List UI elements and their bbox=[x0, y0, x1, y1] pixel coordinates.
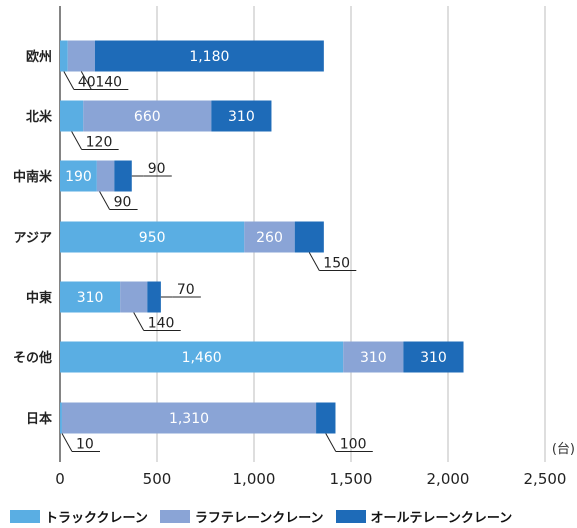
bar-segment bbox=[211, 100, 272, 132]
legend-label-all-terrain-crane: オールテレーンクレーン bbox=[370, 510, 513, 526]
data-label: 660 bbox=[134, 109, 161, 125]
bar-segment bbox=[60, 160, 97, 192]
data-label: 950 bbox=[139, 230, 166, 246]
bar-segment bbox=[403, 341, 464, 373]
data-label: 310 bbox=[420, 350, 447, 366]
data-label: 10 bbox=[76, 437, 94, 453]
bar-segment bbox=[343, 341, 404, 373]
callouts-layer bbox=[61, 71, 373, 452]
data-label: 70 bbox=[177, 282, 195, 298]
data-label: 40 bbox=[78, 75, 96, 91]
legend-label-truck-crane: トラッククレーン bbox=[45, 510, 148, 526]
data-label: 140 bbox=[95, 75, 122, 91]
bar-segment bbox=[114, 160, 132, 192]
legend-item-rough-terrain-crane: ラフテレーンクレーン bbox=[159, 507, 324, 526]
callout-leader bbox=[71, 131, 83, 150]
bar-segment bbox=[294, 221, 324, 253]
bar-segment bbox=[316, 402, 336, 434]
x-tick-label: 2,500 bbox=[524, 470, 567, 488]
category-label: 欧州 bbox=[26, 49, 52, 65]
category-label: アジア bbox=[14, 231, 52, 246]
legend-swatch-all-terrain-crane bbox=[335, 509, 366, 523]
bar-segment bbox=[60, 40, 68, 72]
bars-layer bbox=[60, 40, 464, 434]
data-label: 1,460 bbox=[182, 350, 222, 366]
callout-leader bbox=[308, 252, 320, 271]
data-label: 310 bbox=[77, 290, 104, 306]
x-tick-label: 500 bbox=[143, 470, 172, 488]
data-label: 190 bbox=[65, 169, 92, 185]
bar-segment bbox=[60, 341, 344, 373]
unit-label: (台) bbox=[552, 442, 575, 457]
data-label: 150 bbox=[323, 256, 350, 272]
data-label: 260 bbox=[256, 230, 283, 246]
category-label: 日本 bbox=[26, 411, 52, 427]
callout-leader bbox=[325, 433, 337, 452]
legend-swatch-rough-terrain-crane bbox=[159, 509, 190, 523]
data-label: 90 bbox=[114, 195, 132, 211]
bar-segment bbox=[60, 281, 121, 313]
bar-segment bbox=[147, 281, 161, 313]
data-label: 1,180 bbox=[189, 49, 229, 65]
x-tick-label: 1,000 bbox=[233, 470, 276, 488]
bar-segment bbox=[60, 402, 62, 434]
bar-segment bbox=[60, 221, 245, 253]
legend-swatch-truck-crane bbox=[10, 509, 40, 523]
data-label: 1,310 bbox=[169, 411, 209, 427]
data-label: 310 bbox=[228, 109, 255, 125]
data-label: 100 bbox=[340, 437, 367, 453]
data-label: 120 bbox=[86, 135, 113, 151]
x-tick-label: 1,500 bbox=[330, 470, 373, 488]
bar-segment bbox=[61, 402, 317, 434]
bar-segment bbox=[60, 100, 84, 132]
x-tick-label: 0 bbox=[55, 470, 65, 488]
category-label: その他 bbox=[13, 350, 52, 366]
callout-leader bbox=[80, 71, 92, 90]
bar-segment bbox=[67, 40, 95, 72]
category-label: 中南米 bbox=[13, 169, 53, 185]
callout-leader bbox=[63, 71, 75, 90]
bar-segment bbox=[244, 221, 295, 253]
labels-layer: 0 500 1,000 1,500 2,000 2,500 欧州北米中南米アジア中東その他日… bbox=[13, 49, 566, 488]
bar-segment bbox=[83, 100, 212, 132]
data-label: 140 bbox=[148, 316, 175, 332]
legend: トラッククレーン ラフテレーンクレーン オールテレーンクレーン bbox=[10, 506, 575, 526]
bar-segment bbox=[94, 40, 324, 72]
legend-item-truck-crane: トラッククレーン bbox=[10, 507, 148, 526]
callout-leader bbox=[61, 433, 73, 452]
bar-segment bbox=[120, 281, 148, 313]
legend-item-all-terrain-crane: オールテレーンクレーン bbox=[335, 507, 513, 526]
data-label: 90 bbox=[148, 161, 166, 177]
bar-segment bbox=[96, 160, 115, 192]
callout-leader bbox=[99, 191, 111, 210]
category-label: 北米 bbox=[26, 109, 53, 125]
data-label: 310 bbox=[360, 350, 387, 366]
category-label: 中東 bbox=[26, 290, 52, 306]
x-tick-label: 2,000 bbox=[427, 470, 470, 488]
callout-leader bbox=[133, 312, 145, 331]
legend-label-rough-terrain-crane: ラフテレーンクレーン bbox=[194, 510, 324, 526]
